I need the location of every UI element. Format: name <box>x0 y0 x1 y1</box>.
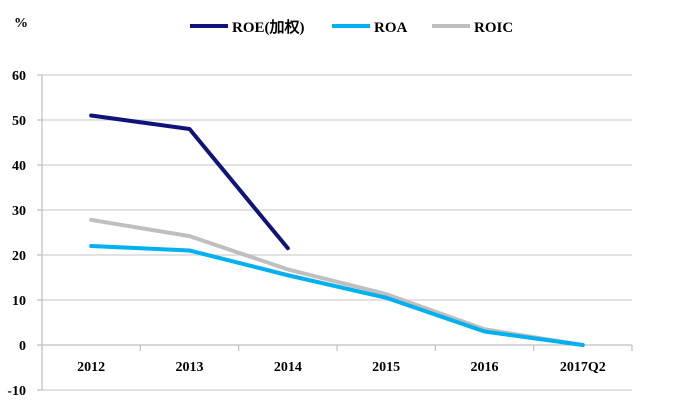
x-tick-label: 2013 <box>176 360 204 375</box>
x-tick-label: 2017Q2 <box>560 360 606 375</box>
gridlines <box>42 74 632 391</box>
legend-label: ROIC <box>474 20 513 36</box>
x-tick-label: 2016 <box>471 360 499 375</box>
x-tick-label: 2014 <box>274 360 302 375</box>
y-tick-label: 0 <box>19 339 26 354</box>
x-axis-ticks: 2012 2013 2014 2015 2016 2017Q2 <box>77 360 606 375</box>
series-line-roe <box>89 113 290 251</box>
y-tick-label: 20 <box>12 249 26 264</box>
y-axis-ticks: -10 0 10 20 30 40 50 60 <box>7 69 26 399</box>
y-tick-label: 10 <box>12 294 26 309</box>
legend-label: ROA <box>374 20 408 36</box>
legend: ROE(加权) ROA ROIC <box>190 18 513 36</box>
y-tick-label: 50 <box>12 114 26 129</box>
series-lines <box>89 113 585 347</box>
x-tick-label: 2012 <box>77 360 105 375</box>
y-unit-label: % <box>14 16 28 31</box>
y-tick-label: 60 <box>12 69 26 84</box>
series-line-roa <box>89 244 585 347</box>
series-line-roic <box>89 217 585 347</box>
axes <box>37 74 633 391</box>
y-tick-label: 30 <box>12 204 26 219</box>
y-tick-label: -10 <box>7 384 26 399</box>
y-tick-label: 40 <box>12 159 26 174</box>
x-tick-label: 2015 <box>372 360 400 375</box>
legend-label: ROE(加权) <box>232 18 305 36</box>
